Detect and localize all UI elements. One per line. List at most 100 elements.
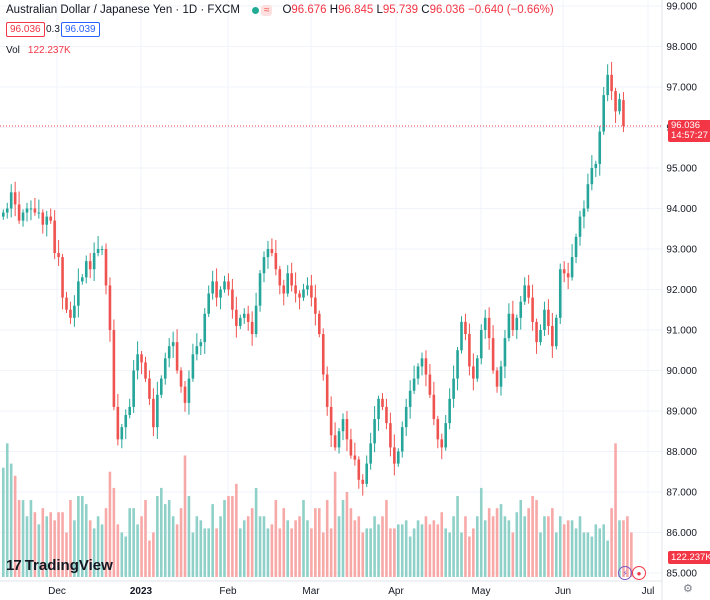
volume-bar bbox=[353, 520, 357, 577]
candle-body bbox=[436, 419, 440, 440]
settings-icon[interactable]: ⚙ bbox=[683, 583, 693, 595]
candle-body bbox=[5, 208, 9, 213]
volume-bar bbox=[187, 496, 191, 577]
volume-bar bbox=[408, 536, 412, 577]
volume-bar bbox=[416, 520, 420, 577]
candle-body bbox=[104, 248, 108, 286]
volume-bar bbox=[100, 524, 104, 577]
volume-bar bbox=[582, 532, 586, 577]
volume-bar bbox=[622, 520, 625, 577]
candle-body bbox=[199, 342, 203, 347]
candle-body bbox=[179, 370, 183, 387]
volume-bar bbox=[357, 516, 361, 577]
candle-body bbox=[389, 423, 392, 448]
candle-body bbox=[337, 431, 341, 448]
volume-bar bbox=[219, 516, 222, 577]
volume-bar bbox=[404, 520, 408, 577]
volume-bar bbox=[88, 520, 92, 577]
x-tick-label: Apr bbox=[388, 586, 404, 597]
candle-body bbox=[397, 451, 400, 464]
volume-bar bbox=[491, 516, 495, 577]
volume-bar bbox=[306, 520, 309, 577]
candle-body bbox=[503, 338, 507, 367]
volume-bar bbox=[128, 508, 131, 577]
candle-body bbox=[124, 415, 128, 428]
candle-body bbox=[290, 273, 293, 286]
candle-body bbox=[128, 406, 131, 416]
candle-body bbox=[531, 297, 534, 322]
candle-body bbox=[318, 313, 321, 335]
volume-bar bbox=[215, 528, 218, 577]
volume-bar bbox=[108, 471, 112, 577]
candle-body bbox=[112, 329, 116, 407]
tradingview-logo[interactable]: 17 TradingView bbox=[6, 557, 113, 574]
candle-body bbox=[96, 248, 100, 254]
volume-bar bbox=[329, 528, 333, 577]
buy-button[interactable]: 96.039 bbox=[61, 22, 100, 37]
sell-button[interactable]: 96.036 bbox=[6, 22, 45, 37]
volume-label: Vol bbox=[6, 45, 20, 56]
candle-body bbox=[57, 253, 60, 258]
volume-bar bbox=[562, 524, 566, 577]
x-tick-label: Feb bbox=[219, 586, 237, 597]
candle-body bbox=[183, 386, 187, 403]
candle-body bbox=[472, 366, 475, 379]
volume-bar bbox=[349, 508, 353, 577]
lightning-icon[interactable]: ⚡ bbox=[618, 566, 632, 580]
spread-value: 0.3 bbox=[46, 24, 60, 35]
volume-bar bbox=[223, 500, 226, 577]
candle-body bbox=[37, 212, 41, 214]
candle-body bbox=[108, 285, 112, 330]
candle-body bbox=[365, 463, 368, 484]
candle-body bbox=[535, 321, 538, 343]
candle-body bbox=[566, 273, 570, 278]
ohlc-values: O96.676 H96.845 L95.739 C96.036 −0.640 (… bbox=[282, 4, 553, 16]
candle-body bbox=[41, 212, 45, 225]
volume-bar bbox=[132, 508, 135, 577]
candle-body bbox=[262, 257, 266, 274]
candle-body bbox=[25, 208, 29, 213]
candle-body bbox=[495, 370, 499, 387]
candle-body bbox=[574, 236, 578, 258]
volume-bar bbox=[96, 516, 100, 577]
candle-body bbox=[140, 354, 143, 363]
volume-bar bbox=[41, 508, 45, 577]
y-tick-label: 99.000 bbox=[666, 2, 697, 13]
volume-bar bbox=[558, 516, 562, 577]
candle-body bbox=[547, 309, 550, 326]
volume-bar bbox=[195, 516, 199, 577]
volume-bar bbox=[543, 516, 546, 577]
x-tick-label: Mar bbox=[302, 586, 320, 597]
candle-body bbox=[92, 253, 96, 270]
candle-body bbox=[448, 398, 451, 424]
volume-bar bbox=[5, 443, 9, 577]
y-tick-label: 91.000 bbox=[666, 325, 697, 336]
candle-body bbox=[519, 301, 523, 318]
candle-body bbox=[258, 273, 262, 306]
volume-bar bbox=[325, 500, 329, 577]
volume-bar bbox=[57, 512, 60, 577]
candle-body bbox=[231, 289, 234, 310]
volume-bar bbox=[618, 520, 621, 577]
volume-bar bbox=[175, 524, 179, 577]
volume-bar bbox=[136, 524, 139, 577]
volume-bar bbox=[495, 508, 499, 577]
symbol-title[interactable]: Australian Dollar / Japanese Yen · 1D · … bbox=[6, 4, 240, 16]
volume-bar bbox=[361, 532, 365, 577]
volume-bar bbox=[207, 528, 210, 577]
record-icon[interactable]: ● bbox=[632, 566, 646, 580]
volume-bar bbox=[49, 512, 52, 577]
open-label: O bbox=[282, 4, 292, 16]
candle-body bbox=[476, 358, 479, 379]
volume-bar bbox=[377, 524, 380, 577]
volume-price-tag: 122.237K bbox=[668, 551, 710, 564]
volume-bar bbox=[37, 524, 41, 577]
candle-body bbox=[49, 216, 52, 221]
candle-body bbox=[144, 362, 147, 379]
volume-bar bbox=[345, 491, 349, 577]
x-tick-label: Dec bbox=[48, 586, 66, 597]
volume-bar bbox=[156, 496, 159, 577]
y-tick-label: 92.000 bbox=[666, 285, 697, 296]
